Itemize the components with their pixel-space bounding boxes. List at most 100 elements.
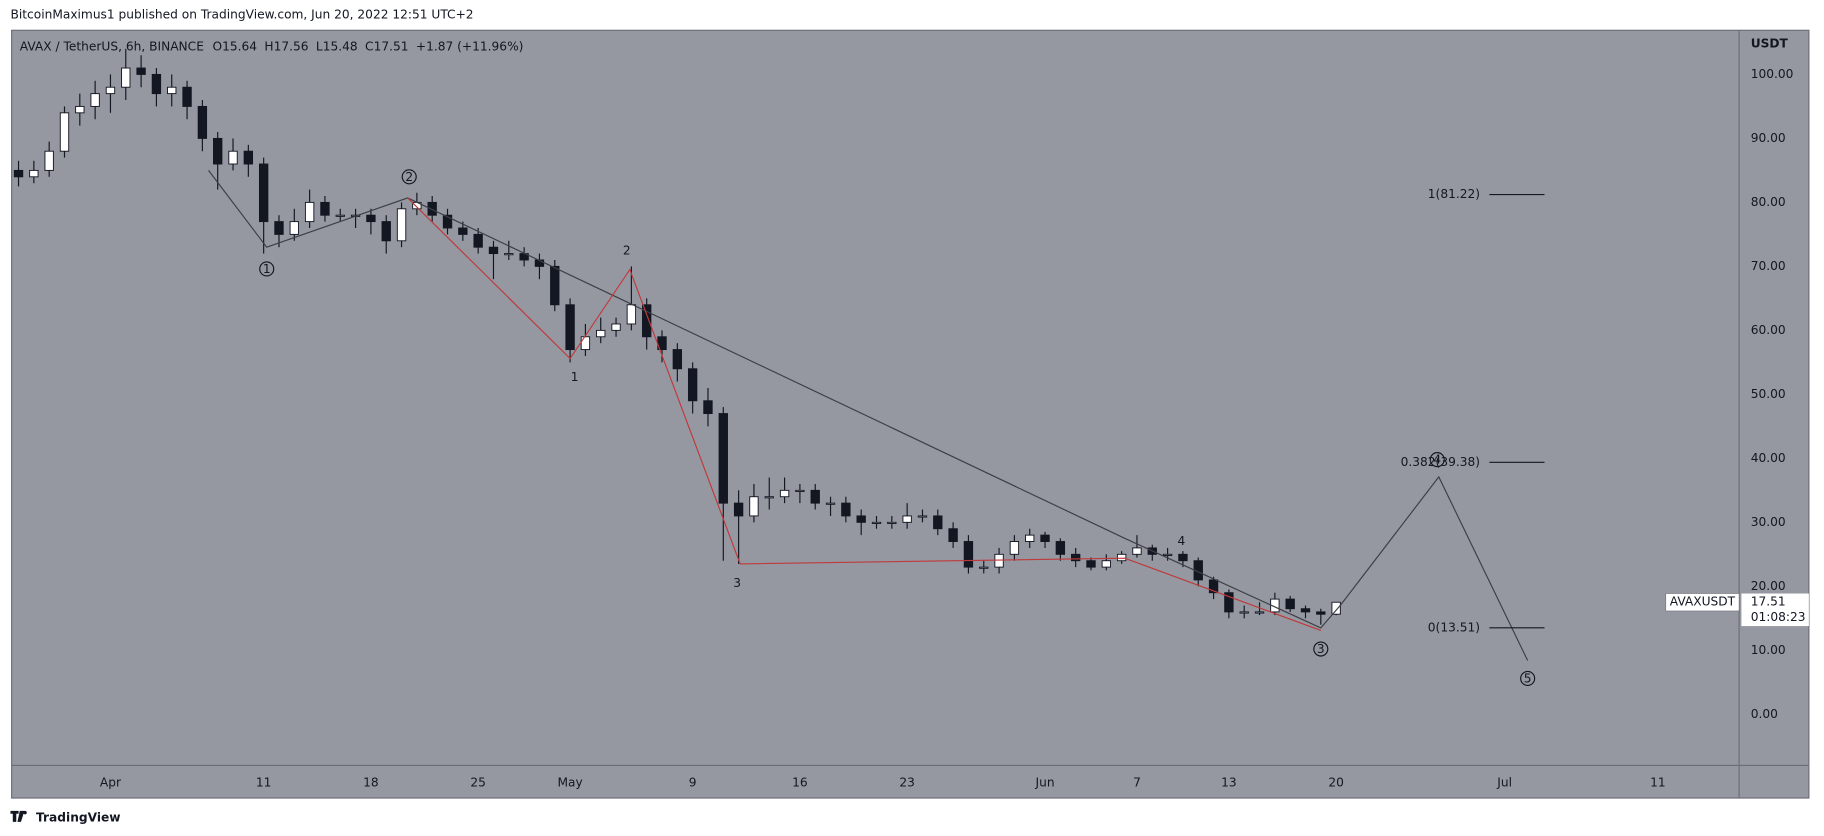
y-tick-label: 90.00: [1751, 131, 1786, 145]
y-axis-label: USDT: [1751, 37, 1789, 51]
candle-body: [672, 349, 683, 370]
wave-label: 4: [1178, 534, 1186, 548]
attribution: BitcoinMaximus1 published on TradingView…: [10, 8, 473, 22]
candle-body: [1316, 611, 1326, 615]
candle-body: [703, 400, 713, 415]
candle-body: [963, 541, 974, 568]
candle-body: [504, 253, 514, 256]
candle-body: [1285, 598, 1295, 610]
logo-part: [23, 810, 27, 815]
candle-body: [1071, 553, 1081, 562]
candle-body: [458, 227, 468, 235]
candle-body: [948, 528, 958, 542]
candle-body: [887, 521, 897, 524]
candle-body: [366, 214, 376, 223]
candle-body: [1224, 592, 1234, 613]
candle-body: [1116, 553, 1127, 562]
candle-body: [243, 150, 254, 165]
candle-body: [749, 496, 759, 517]
candle-body: [1254, 611, 1265, 614]
candle-body: [825, 502, 836, 505]
candle-body: [810, 489, 820, 504]
x-tick-label: 11: [256, 775, 272, 789]
y-tick-label: 30.00: [1751, 515, 1786, 529]
candle-body: [258, 163, 269, 223]
candle-body: [289, 221, 299, 235]
y-tick-label: 10.00: [1751, 643, 1786, 657]
candle-body: [335, 214, 345, 217]
candle-body: [1178, 553, 1188, 562]
x-tick-label: Jun: [1034, 775, 1054, 789]
wave-label: 5: [1524, 672, 1532, 686]
ohlc-letter: C: [365, 39, 374, 53]
change: +1.87 (+11.96%): [416, 39, 524, 53]
price-tag-value: 17.51: [1751, 595, 1786, 609]
wave-label-circle: [1429, 452, 1445, 468]
candle-body: [121, 67, 131, 88]
candle-body: [13, 169, 24, 178]
x-tick-label: 20: [1328, 775, 1344, 789]
plot-background: [11, 29, 1810, 799]
candle-body: [1086, 560, 1096, 568]
candle-body: [687, 368, 698, 402]
x-tick-label: 7: [1133, 775, 1141, 789]
x-tick-label: 13: [1221, 775, 1237, 789]
wave-label-circle: [259, 261, 275, 277]
y-tick-label: 0.00: [1751, 707, 1778, 721]
y-tick-label: 50.00: [1751, 387, 1786, 401]
y-tick-label: 60.00: [1751, 323, 1786, 337]
price-tag-name: AVAXUSDT: [1670, 595, 1736, 609]
candle-body: [1132, 547, 1142, 555]
fib-label: 0.382(39.38): [1401, 455, 1480, 469]
x-tick-label: 11: [1650, 775, 1666, 789]
candle-body: [779, 489, 790, 498]
wave-label: 3: [733, 576, 741, 590]
wave-label: 1: [571, 370, 579, 384]
candle-body: [626, 304, 637, 325]
candle-body: [1025, 534, 1035, 542]
candle-body: [933, 515, 943, 530]
wave-label: 4: [1433, 453, 1441, 467]
wave-label: 2: [405, 170, 413, 184]
candle-body: [856, 515, 866, 523]
candle-body: [442, 214, 453, 229]
candle-body: [764, 496, 774, 499]
candle-body: [473, 233, 483, 248]
candle-body: [1300, 608, 1311, 613]
candle-body: [1055, 541, 1066, 555]
candle-body: [151, 73, 162, 95]
candle-body: [841, 502, 851, 517]
logo-part: [17, 810, 25, 822]
wave-line: [208, 170, 1529, 661]
candle-body: [105, 86, 116, 95]
candle-body: [1331, 601, 1341, 615]
candle-body: [565, 304, 575, 351]
candle-body: [44, 150, 54, 171]
candle-body: [59, 112, 70, 152]
candle-body: [994, 553, 1004, 568]
y-tick-label: 80.00: [1751, 195, 1786, 209]
candle-body: [182, 86, 192, 107]
candle-body: [75, 105, 85, 114]
y-tick-label: 40.00: [1751, 451, 1786, 465]
candle-body: [396, 208, 407, 242]
candle-body: [320, 201, 330, 216]
candle-body: [1040, 534, 1050, 542]
fib-label: 1(81.22): [1428, 187, 1480, 201]
candle-body: [718, 413, 728, 504]
ohlc-value: 15.64: [222, 39, 257, 53]
wave-label-circle: [1520, 670, 1536, 687]
candle-body: [304, 201, 315, 223]
candle-body: [642, 304, 652, 338]
symbol: AVAX / TetherUS, 6h, BINANCE: [20, 39, 204, 53]
ohlc-letter: H: [264, 39, 273, 53]
candle-body: [29, 169, 39, 178]
ohlc-value: 15.48: [323, 39, 358, 53]
wave-label-circle: [1313, 641, 1329, 657]
fib-label: 0(13.51): [1428, 620, 1480, 634]
x-tick-label: Apr: [100, 775, 122, 789]
candle-body: [136, 67, 146, 75]
candle-body: [488, 246, 499, 255]
candle-body: [611, 323, 621, 331]
x-tick-label: Jul: [1496, 775, 1512, 789]
